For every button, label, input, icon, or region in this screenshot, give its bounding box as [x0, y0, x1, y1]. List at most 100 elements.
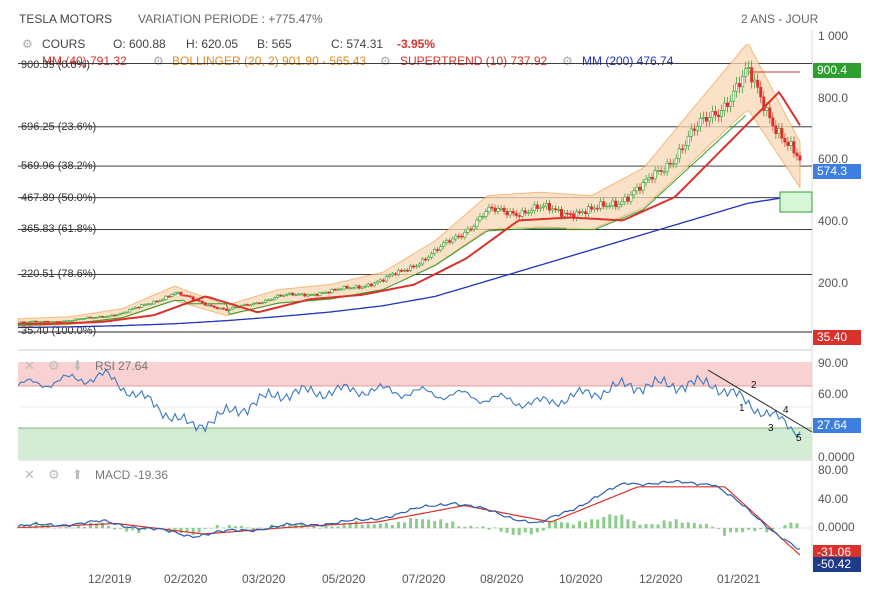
candle-body	[161, 299, 165, 301]
target-zone-box	[779, 191, 813, 213]
candle-body	[777, 128, 781, 134]
price-low-badge: 35.40	[813, 330, 861, 345]
macd-histogram-bar	[173, 528, 177, 530]
candle-body	[454, 235, 458, 240]
x-tick-label: 07/2020	[402, 572, 446, 586]
macd-histogram-bar	[203, 528, 207, 529]
instrument-name: TESLA MOTORS	[19, 12, 113, 26]
candle-body	[164, 295, 168, 300]
arrow-up-icon[interactable]: ⬆	[72, 467, 83, 482]
candle-body	[412, 265, 416, 268]
arrow-down-icon[interactable]: ⬇	[72, 358, 83, 373]
candle-body	[188, 295, 192, 298]
candle-body	[155, 300, 159, 303]
macd-histogram-bar	[113, 528, 117, 530]
candle-body	[255, 302, 259, 305]
candle-body	[747, 67, 751, 69]
candle-body	[553, 208, 557, 211]
macd-histogram-bar	[493, 527, 497, 529]
macd-histogram-bar	[704, 523, 708, 529]
candle-body	[671, 163, 675, 165]
macd-histogram-bar	[191, 528, 195, 535]
macd-histogram-bar	[523, 528, 527, 533]
macd-histogram-bar	[107, 525, 111, 529]
macd-histogram-bar	[131, 528, 135, 531]
period-selector[interactable]: 2 ANS - JOUR	[741, 12, 819, 26]
candle-body	[638, 186, 642, 191]
candle-body	[599, 201, 603, 209]
candle-body	[107, 315, 111, 318]
candle-body	[710, 111, 714, 119]
macd-histogram-bar	[95, 523, 99, 529]
macd-histogram-bar	[481, 526, 485, 529]
candle-body	[517, 215, 521, 217]
gear-icon[interactable]: ⚙	[380, 54, 391, 68]
macd-histogram-bar	[529, 528, 533, 535]
supertrend-line	[17, 115, 747, 326]
candle-body	[179, 292, 183, 296]
macd-histogram-bar	[288, 523, 292, 529]
candle-body	[191, 296, 195, 301]
fib-label-100: 35.40 (100.0%)	[21, 325, 97, 337]
candle-body	[242, 304, 246, 306]
candle-body	[472, 226, 476, 230]
wave-label-1: 1	[739, 403, 745, 414]
quote-high: H: 620.05	[186, 37, 239, 51]
bollinger-band	[17, 43, 801, 327]
candle-body	[282, 294, 286, 297]
candle-body	[116, 314, 120, 317]
candle-body	[505, 211, 509, 216]
candle-body	[176, 292, 180, 294]
x-tick-label: 12/2019	[88, 572, 132, 586]
macd-histogram-bar	[415, 518, 419, 529]
candle-body	[665, 162, 669, 172]
macd-histogram-bar	[233, 526, 237, 529]
gear-icon[interactable]: ⚙	[48, 358, 60, 373]
close-icon[interactable]: ✕	[24, 467, 35, 482]
candle-body	[535, 204, 539, 209]
macd-histogram-bar	[252, 528, 256, 531]
candle-body	[726, 102, 730, 107]
candle-body	[267, 299, 271, 302]
macd-histogram-bar	[282, 524, 286, 529]
candle-body	[88, 316, 92, 319]
candle-body	[481, 216, 485, 218]
candle-body	[134, 306, 138, 309]
candle-body	[227, 308, 231, 311]
candle-body	[659, 170, 663, 172]
macd-histogram-bar	[747, 528, 751, 530]
candle-body	[264, 299, 268, 303]
gear-icon[interactable]: ⚙	[562, 54, 573, 68]
candle-body	[526, 212, 530, 214]
candle-body	[339, 288, 343, 291]
macd-histogram-bar	[487, 528, 491, 530]
period-variation: VARIATION PERIODE : +775.47%	[138, 12, 323, 26]
macd-histogram-bar	[258, 527, 262, 529]
candle-body	[224, 308, 228, 311]
price-tick-200: 200.0	[818, 276, 849, 290]
candle-body	[252, 303, 256, 306]
candle-body	[460, 235, 464, 238]
macd-histogram-bar	[463, 526, 467, 529]
candle-body	[98, 316, 102, 318]
macd-histogram-bar	[384, 522, 388, 529]
macd-histogram-bar	[475, 527, 479, 529]
candle-body	[581, 211, 585, 214]
candle-body	[759, 86, 763, 98]
close-icon[interactable]: ✕	[24, 358, 35, 373]
rsi-tick-0: 0.0000	[818, 450, 855, 464]
macd-histogram-bar	[710, 526, 714, 529]
gear-icon[interactable]: ⚙	[48, 467, 60, 482]
wave-label-3: 3	[768, 423, 774, 434]
candle-body	[677, 148, 681, 159]
candle-body	[469, 228, 473, 231]
x-tick-label: 05/2020	[322, 572, 366, 586]
candle-body	[719, 110, 723, 117]
macd-histogram-bar	[632, 520, 636, 529]
candle-body	[744, 68, 748, 77]
candle-body	[300, 293, 304, 296]
candle-body	[463, 231, 467, 238]
gear-icon[interactable]: ⚙	[153, 54, 164, 68]
candle-body	[596, 207, 600, 210]
gear-icon[interactable]: ⚙	[22, 37, 33, 51]
